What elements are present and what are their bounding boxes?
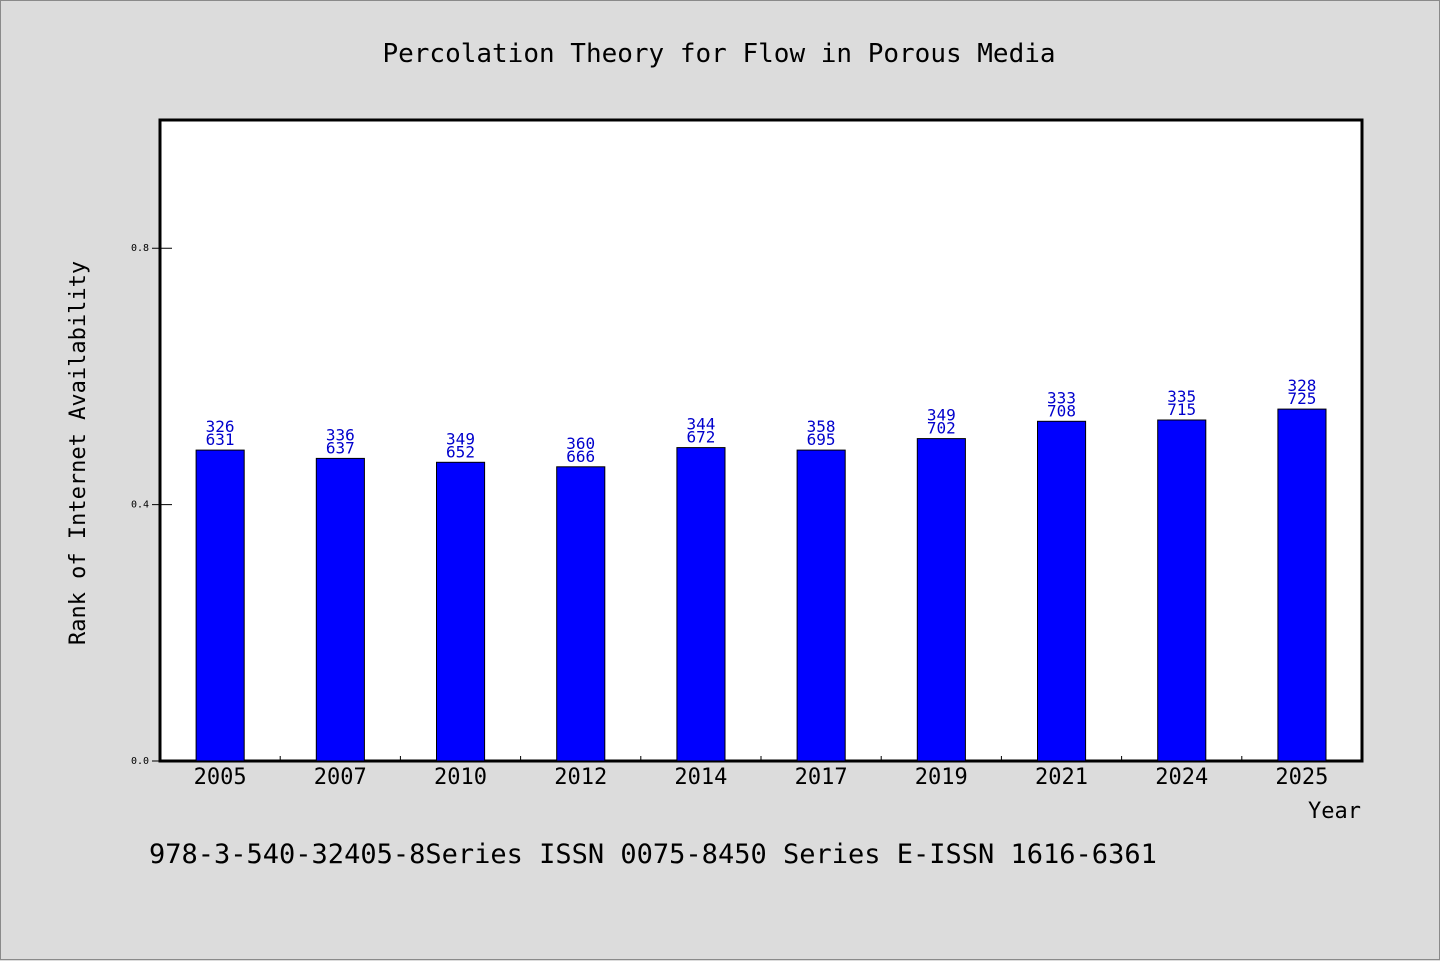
- data-label-2007-line-2: 637: [326, 438, 355, 457]
- bar-2007: [315, 457, 365, 762]
- data-label-2024-line-2: 715: [1167, 400, 1196, 419]
- y-tick-label-0.0: 0.0: [131, 756, 149, 767]
- x-axis-label: Year: [1308, 799, 1361, 824]
- data-label-2012-line-2: 666: [566, 447, 595, 466]
- data-label-2005-line-2: 631: [206, 430, 235, 449]
- x-tick-label-2007: 2007: [314, 765, 367, 790]
- data-label-2024-line-1: 335: [1167, 387, 1196, 406]
- data-label-2012-line-1: 360: [566, 434, 595, 453]
- x-tick-label-2025: 2025: [1275, 765, 1328, 790]
- bar-2014: [676, 447, 726, 762]
- x-tick-label-2010: 2010: [434, 765, 487, 790]
- data-label-2025-line-1: 328: [1287, 376, 1316, 395]
- data-label-2019-line-2: 702: [927, 419, 956, 438]
- bar-2010: [436, 461, 486, 762]
- data-label-2025-line-2: 725: [1287, 389, 1316, 408]
- bar-2017: [796, 449, 846, 762]
- data-label-2014-line-2: 672: [686, 428, 715, 447]
- data-label-2007-line-1: 336: [326, 425, 355, 444]
- x-tick-label-2014: 2014: [674, 765, 727, 790]
- data-label-2010-line-1: 349: [446, 429, 475, 448]
- bars-group: [195, 408, 1327, 762]
- bar-2024: [1157, 419, 1207, 762]
- bar-2019: [916, 438, 966, 762]
- data-label-2017-line-1: 358: [807, 417, 836, 436]
- x-tick-label-2005: 2005: [194, 765, 247, 790]
- data-label-2014-line-1: 344: [686, 415, 715, 434]
- bar-2025: [1277, 408, 1327, 762]
- bar-2005: [195, 449, 245, 762]
- bar-2021: [1037, 420, 1087, 762]
- data-label-2021-line-1: 333: [1047, 388, 1076, 407]
- data-label-2005-line-1: 326: [206, 417, 235, 436]
- footer-isbn-text: 978-3-540-32405-8Series ISSN 0075-8450 S…: [149, 839, 1157, 870]
- x-tick-label-2017: 2017: [795, 765, 848, 790]
- x-ticks-group: 2005 2007 2010 2012 2014 2017 2019 2021 2024 2025: [194, 756, 1328, 790]
- bar-2012: [556, 466, 606, 762]
- x-tick-label-2024: 2024: [1155, 765, 1208, 790]
- data-label-2021-line-2: 708: [1047, 401, 1076, 420]
- x-tick-label-2012: 2012: [554, 765, 607, 790]
- y-tick-label-0.4: 0.4: [131, 500, 149, 511]
- x-tick-label-2021: 2021: [1035, 765, 1088, 790]
- data-label-2010-line-2: 652: [446, 442, 475, 461]
- y-axis-label: Rank of Internet Availability: [66, 261, 91, 645]
- y-ticks-group: 0.0 0.4 0.8: [131, 243, 172, 767]
- x-tick-label-2019: 2019: [915, 765, 968, 790]
- data-label-2019-line-1: 349: [927, 406, 956, 425]
- data-label-2017-line-2: 695: [807, 430, 836, 449]
- chart-title: Percolation Theory for Flow in Porous Me…: [382, 39, 1055, 69]
- y-tick-label-0.8: 0.8: [131, 243, 149, 254]
